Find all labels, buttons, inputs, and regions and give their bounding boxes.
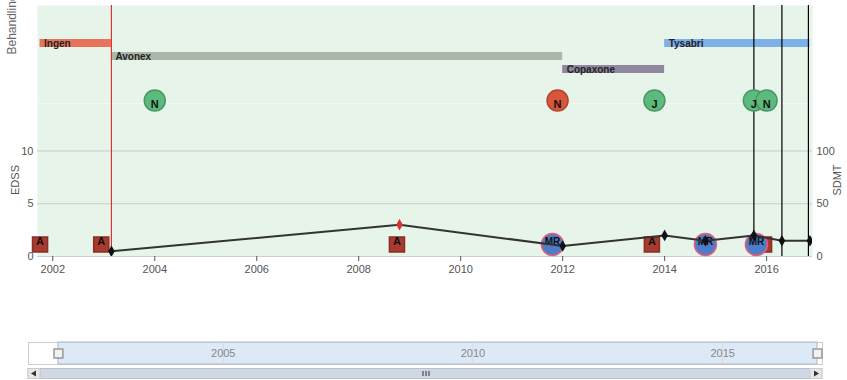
svg-text:J: J xyxy=(651,98,657,110)
svg-text:Copaxone: Copaxone xyxy=(567,64,616,75)
svg-text:2010: 2010 xyxy=(448,263,472,275)
svg-text:2010: 2010 xyxy=(461,347,485,359)
svg-text:J: J xyxy=(751,98,757,110)
svg-text:0: 0 xyxy=(27,250,34,262)
svg-text:Ingen: Ingen xyxy=(44,38,71,49)
svg-text:N: N xyxy=(554,98,562,110)
svg-text:2014: 2014 xyxy=(652,263,676,275)
svg-text:N: N xyxy=(151,98,159,110)
svg-text:MR: MR xyxy=(544,235,561,247)
svg-text:SDMT: SDMT xyxy=(831,164,843,195)
svg-text:2016: 2016 xyxy=(754,263,778,275)
svg-text:A: A xyxy=(393,235,401,247)
svg-text:Behandling: Behandling xyxy=(5,0,19,55)
svg-text:100: 100 xyxy=(817,145,835,157)
svg-text:Tysabri: Tysabri xyxy=(669,38,704,49)
svg-text:MR: MR xyxy=(697,235,714,247)
svg-text:N: N xyxy=(763,98,771,110)
svg-text:2004: 2004 xyxy=(143,263,167,275)
svg-text:2015: 2015 xyxy=(710,347,734,359)
svg-text:10: 10 xyxy=(21,145,33,157)
svg-text:2005: 2005 xyxy=(211,347,235,359)
svg-text:50: 50 xyxy=(817,197,829,209)
svg-text:5: 5 xyxy=(27,197,33,209)
svg-text:A: A xyxy=(97,235,105,247)
svg-text:2008: 2008 xyxy=(346,263,370,275)
svg-text:2006: 2006 xyxy=(245,263,269,275)
svg-text:A: A xyxy=(36,235,44,247)
svg-text:EDSS: EDSS xyxy=(9,165,21,195)
svg-text:2002: 2002 xyxy=(41,263,65,275)
svg-text:Avonex: Avonex xyxy=(115,51,151,62)
svg-text:0: 0 xyxy=(817,250,823,262)
svg-text:2012: 2012 xyxy=(550,263,574,275)
svg-text:A: A xyxy=(647,234,656,247)
svg-text:MR: MR xyxy=(748,235,765,247)
